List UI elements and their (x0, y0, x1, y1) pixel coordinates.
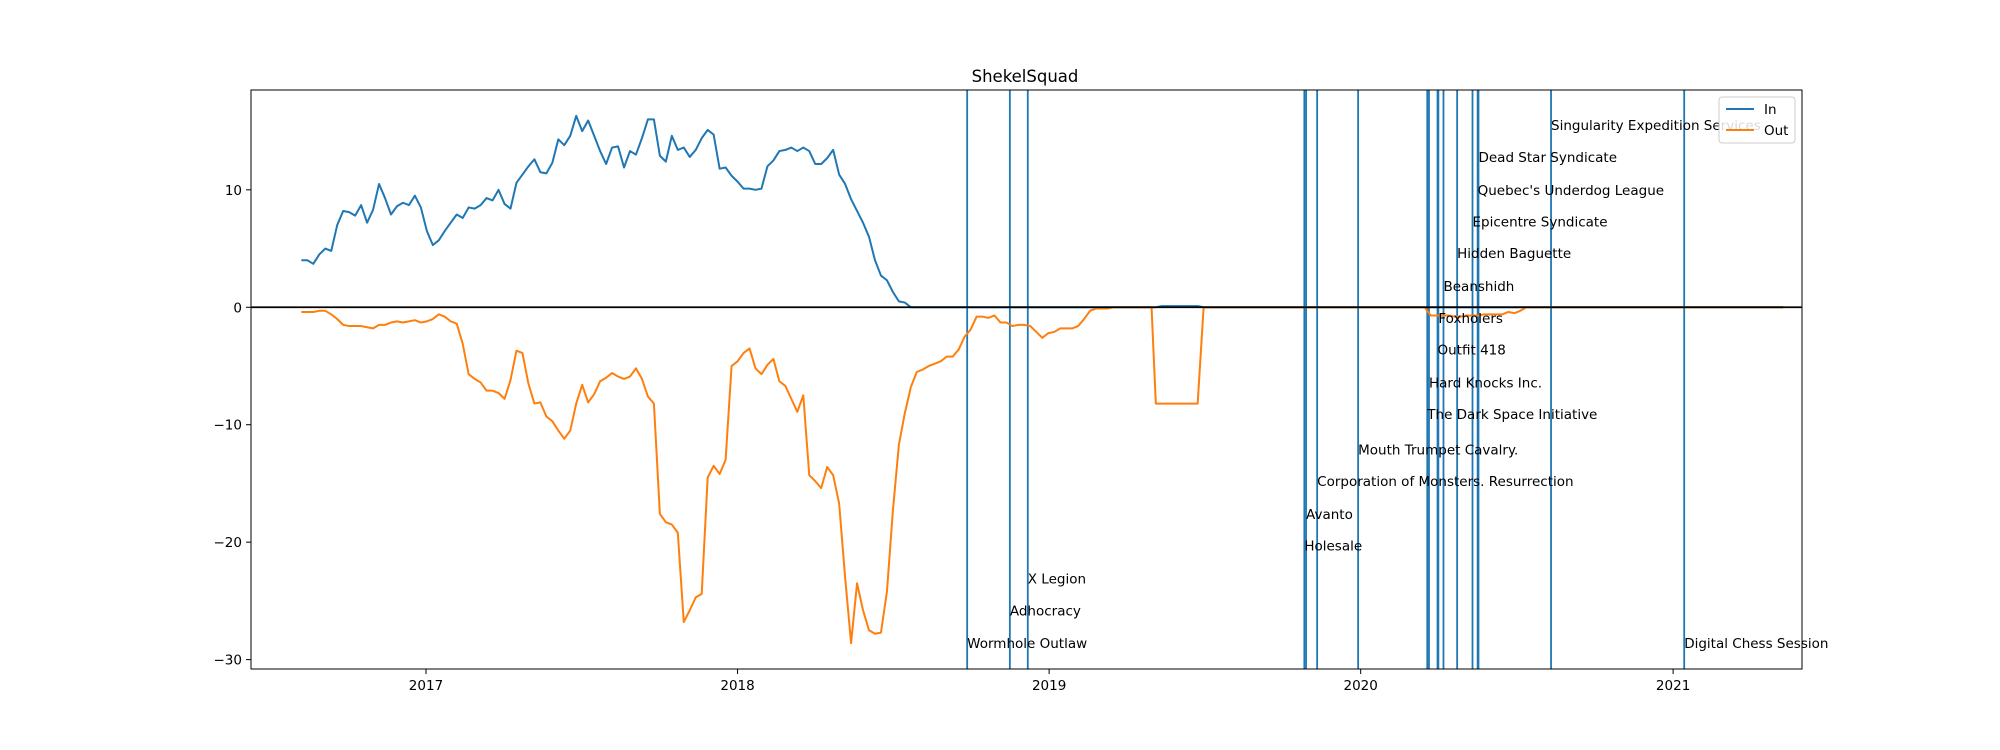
x-axis: 2017 2018 2019 2020 2021 (409, 669, 1690, 694)
x-tick-label: 2017 (409, 678, 443, 694)
x-tick-label: 2018 (720, 678, 754, 694)
event-label: Dead Star Syndicate (1478, 150, 1617, 166)
event-label: Mouth Trumpet Cavalry. (1358, 442, 1518, 458)
event-label: Outfit 418 (1438, 343, 1506, 359)
event-label: Adhocracy (1010, 603, 1081, 619)
event-label: Wormhole Outlaw (967, 636, 1087, 652)
y-tick-label: −30 (214, 653, 243, 669)
y-tick-label: −10 (214, 418, 243, 434)
x-tick-label: 2020 (1344, 678, 1378, 694)
x-tick-label: 2019 (1032, 678, 1066, 694)
event-label: Corporation of Monsters. Resurrection (1317, 474, 1573, 490)
x-tick-label: 2021 (1656, 678, 1690, 694)
event-label: Digital Chess Session (1684, 636, 1828, 652)
y-axis: 10 0 −10 −20 −30 (214, 183, 251, 669)
event-annotations: Wormhole Outlaw Adhocracy X Legion Holesale… (967, 118, 1828, 652)
series-lines (301, 114, 1784, 645)
y-tick-label: 10 (225, 183, 242, 199)
legend: In Out (1718, 96, 1796, 144)
event-label: Foxholers (1438, 311, 1503, 327)
event-label: The Dark Space Initiative (1426, 407, 1597, 423)
series-line-in (301, 114, 1784, 309)
event-label: Singularity Expedition Services (1551, 118, 1761, 134)
event-label: Avanto (1306, 507, 1353, 523)
event-markers (966, 90, 1686, 669)
event-label: Quebec's Underdog League (1478, 183, 1664, 199)
legend-label: In (1764, 102, 1777, 118)
plot-frame (250, 89, 1803, 670)
series-line-out (301, 306, 1784, 645)
event-label: X Legion (1028, 572, 1086, 588)
legend-label: Out (1764, 123, 1788, 139)
event-label: Epicentre Syndicate (1473, 215, 1608, 231)
event-label: Beanshidh (1443, 279, 1514, 295)
event-label: Hard Knocks Inc. (1429, 375, 1542, 391)
chart-title: ShekelSquad (972, 67, 1079, 86)
y-tick-label: −20 (214, 535, 243, 551)
event-label: Hidden Baguette (1457, 246, 1571, 262)
event-label: Holesale (1304, 539, 1362, 555)
y-tick-label: 0 (233, 300, 242, 316)
